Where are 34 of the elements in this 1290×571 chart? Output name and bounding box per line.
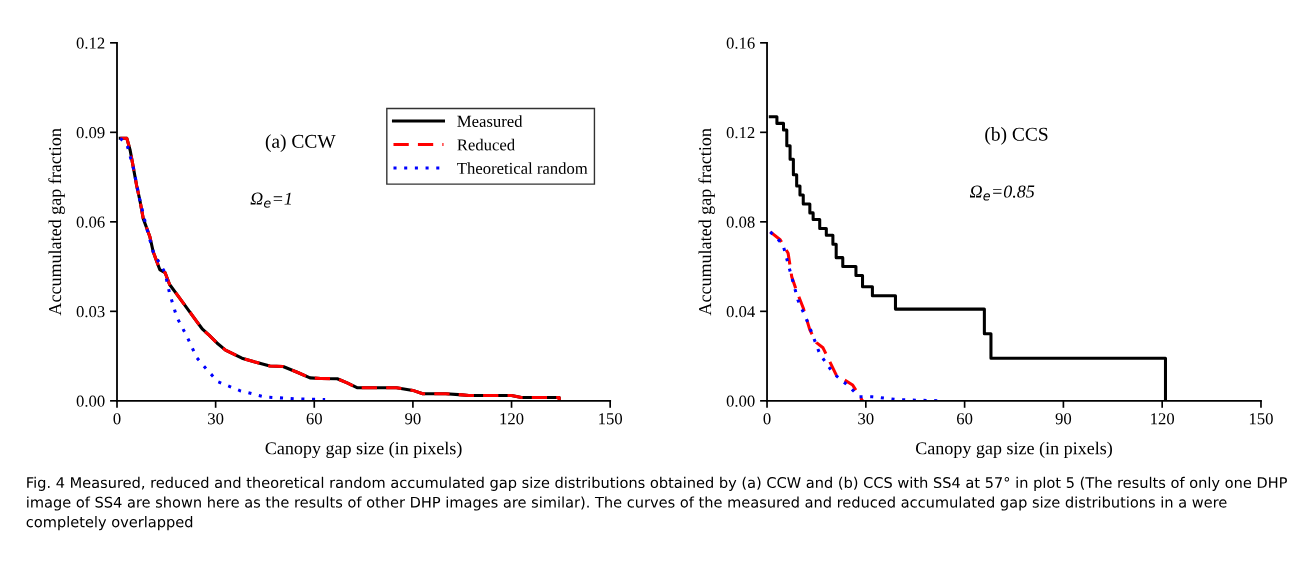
y-tick-label: 0.09 [76, 127, 105, 139]
caption: Fig. 4 Measured, reduced and theoretical random accumulated gap size distributions obtained by (a) CCW and (b) CCS with SS4 at 57° in plot 5 (The results of only one DHP image of SS4 are shown here as the results of other DHP images are similar). The curves of the measured and reduced accumulated gap size distributions in a were completely overlapped [26, 476, 1287, 531]
y-tick-label: 0.12 [726, 127, 755, 139]
x-tick-label: 60 [306, 413, 322, 425]
x-tick-label: 90 [1055, 413, 1072, 425]
legend-label: Theoretical random [457, 162, 588, 175]
annotation: Ω$_{e}$=1 [250, 192, 291, 208]
y-tick-label: 0.12 [76, 37, 105, 49]
x-tick-label: 90 [405, 413, 421, 425]
x-tick-label: 0 [763, 413, 771, 425]
x-axis-title: Canopy gap size (in pixels) [265, 441, 462, 459]
x-tick-label: 30 [208, 413, 224, 425]
legend-label: Reduced [457, 138, 515, 151]
x-axis-title: Canopy gap size (in pixels) [915, 441, 1112, 459]
x-tick-label: 150 [599, 413, 623, 425]
annotation: (b) CCS [985, 127, 1048, 145]
y-tick-label: 0.16 [726, 37, 755, 49]
y-axis-title: Accumulated gap fraction [698, 128, 715, 316]
x-tick-label: 150 [1249, 413, 1273, 425]
x-tick-label: 60 [956, 413, 973, 425]
y-tick-label: 0.06 [76, 216, 105, 228]
x-tick-label: 0 [113, 413, 121, 425]
annotation: Ω$_{e}$=0.85 [969, 185, 1035, 201]
legend-label: Measured [457, 115, 523, 127]
y-tick-label: 0.03 [76, 306, 105, 318]
annotation: (a) CCW [265, 134, 336, 152]
x-tick-label: 120 [1151, 413, 1175, 425]
y-tick-label: 0.04 [726, 306, 755, 318]
y-tick-label: 0.00 [726, 395, 755, 407]
x-tick-label: 120 [500, 413, 524, 425]
y-tick-label: 0.00 [76, 395, 105, 407]
x-tick-label: 30 [858, 413, 874, 425]
y-axis-title: Accumulated gap fraction [48, 128, 65, 316]
y-tick-label: 0.08 [726, 216, 755, 228]
